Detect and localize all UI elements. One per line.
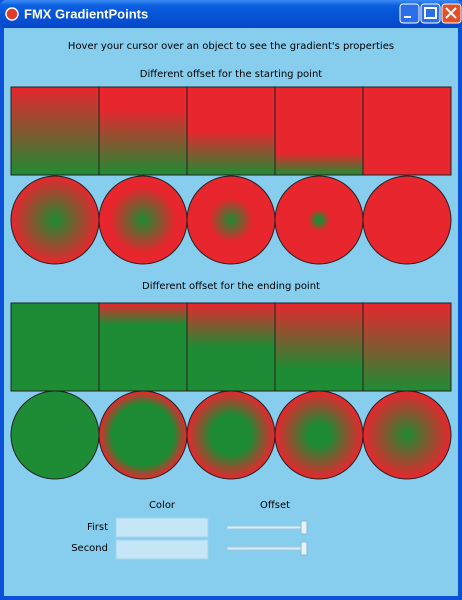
gradient-rectangle[interactable] [186, 86, 276, 176]
gradient-rectangle[interactable] [186, 302, 276, 392]
gradient-circle[interactable] [10, 175, 100, 265]
gradient-rectangle[interactable] [98, 302, 188, 392]
gradient-circle[interactable] [274, 390, 364, 480]
minimize-button[interactable] [399, 3, 420, 24]
gradient-rectangle[interactable] [10, 86, 100, 176]
gradient-rectangle[interactable] [362, 302, 452, 392]
column-header: Offset [260, 500, 290, 511]
gradient-circle[interactable] [362, 175, 452, 265]
gradient-circle[interactable] [98, 175, 188, 265]
end-offset-shapes [10, 302, 452, 480]
gradient-circle[interactable] [186, 175, 276, 265]
window-title: FMX GradientPoints [24, 6, 148, 21]
title-bar [0, 0, 462, 28]
gradient-rectangle[interactable] [274, 86, 364, 176]
gradient-circle[interactable] [10, 390, 100, 480]
section-label: Different offset for the starting point [140, 69, 323, 80]
gradient-rectangle[interactable] [98, 86, 188, 176]
gradient-rectangle[interactable] [10, 302, 100, 392]
maximize-button[interactable] [420, 3, 441, 24]
row-label: Second [71, 543, 108, 554]
close-button[interactable] [441, 3, 462, 24]
row-label: First [87, 522, 108, 533]
color-box[interactable] [115, 539, 209, 560]
color-box[interactable] [115, 517, 209, 538]
offset-slider[interactable] [226, 520, 308, 535]
app-icon [5, 7, 19, 21]
section-label: Different offset for the ending point [142, 281, 320, 292]
gradient-rectangle[interactable] [274, 302, 364, 392]
gradient-circle[interactable] [186, 390, 276, 480]
gradient-circle[interactable] [362, 390, 452, 480]
column-header: Color [149, 500, 176, 511]
start-offset-shapes [10, 86, 452, 265]
gradient-circle[interactable] [274, 175, 364, 265]
offset-slider[interactable] [226, 541, 308, 556]
gradient-circle[interactable] [98, 390, 188, 480]
hint-label: Hover your cursor over an object to see … [68, 41, 394, 52]
gradient-rectangle[interactable] [362, 86, 452, 176]
